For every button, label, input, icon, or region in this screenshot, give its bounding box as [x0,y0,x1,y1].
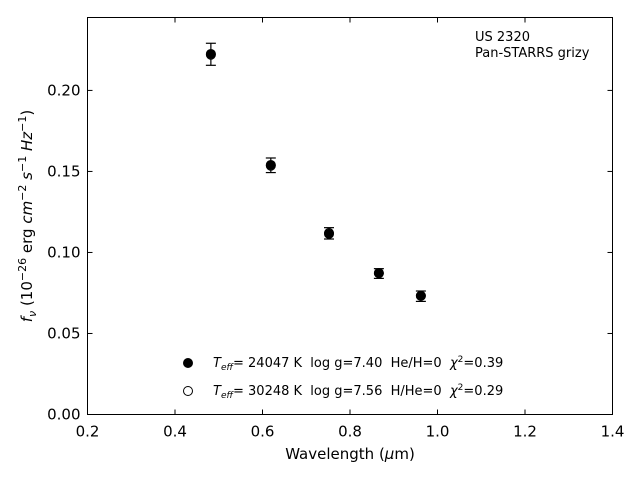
legend: Teff= 24047 K log g=7.40 He/H=0 χ2=0.39 … [183,355,503,401]
point-filled-2 [324,228,334,239]
legend-label-1: Teff= 24047 K log g=7.40 He/H=0 χ2=0.39 [213,355,503,373]
legend-marker-open [183,386,193,396]
x-tick-label-1: 0.4 [163,423,187,441]
y-tick-label-2: 0.10 [47,243,80,261]
legend-entry-1: Teff= 24047 K log g=7.40 He/H=0 χ2=0.39 [183,355,503,373]
point-filled-0 [205,48,216,59]
x-tick-label-5: 1.2 [513,423,537,441]
point-filled-3 [373,268,384,279]
x-tick-label-4: 1.0 [426,423,450,441]
x-axis-label: Wavelength (μm) [285,445,415,463]
plot-frame [87,17,613,415]
annotation-object: US 2320 [475,30,530,45]
x-tick-label-6: 1.4 [601,423,625,441]
legend-label-2: Teff= 30248 K log g=7.56 H/He=0 χ2=0.29 [213,383,503,401]
point-filled-4 [415,290,426,301]
y-tick-label-4: 0.20 [47,81,80,99]
y-tick-label-1: 0.05 [47,324,80,342]
legend-entry-2: Teff= 30248 K log g=7.56 H/He=0 χ2=0.29 [183,383,503,401]
x-tick-label-3: 0.8 [338,423,362,441]
y-tick-label-3: 0.15 [47,162,80,180]
ticks: 0.2 0.4 0.6 0.8 1.0 1.2 1.4 0.00 0.05 0.10 0.15 0.2… [47,17,625,441]
y-tick-label-0: 0.00 [47,406,80,424]
y-axis-label: fν (10−26 erg cm−2 s−1 Hz−1) [16,110,39,323]
x-tick-label-0: 0.2 [76,423,100,441]
point-filled-1 [265,159,276,170]
legend-marker-filled [183,358,193,368]
annotation-survey: Pan-STARRS grizy [475,46,590,61]
data-marks [205,42,426,302]
x-tick-label-2: 0.6 [251,423,275,441]
